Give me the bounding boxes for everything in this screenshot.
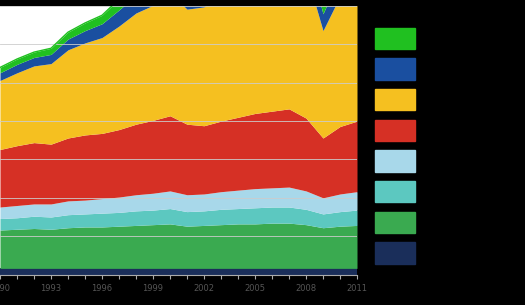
Bar [375, 242, 415, 264]
Bar [375, 89, 415, 110]
Bar [375, 181, 415, 203]
Bar [375, 120, 415, 141]
Bar [375, 58, 415, 80]
Bar [375, 212, 415, 233]
Bar [375, 150, 415, 172]
Bar [375, 27, 415, 49]
